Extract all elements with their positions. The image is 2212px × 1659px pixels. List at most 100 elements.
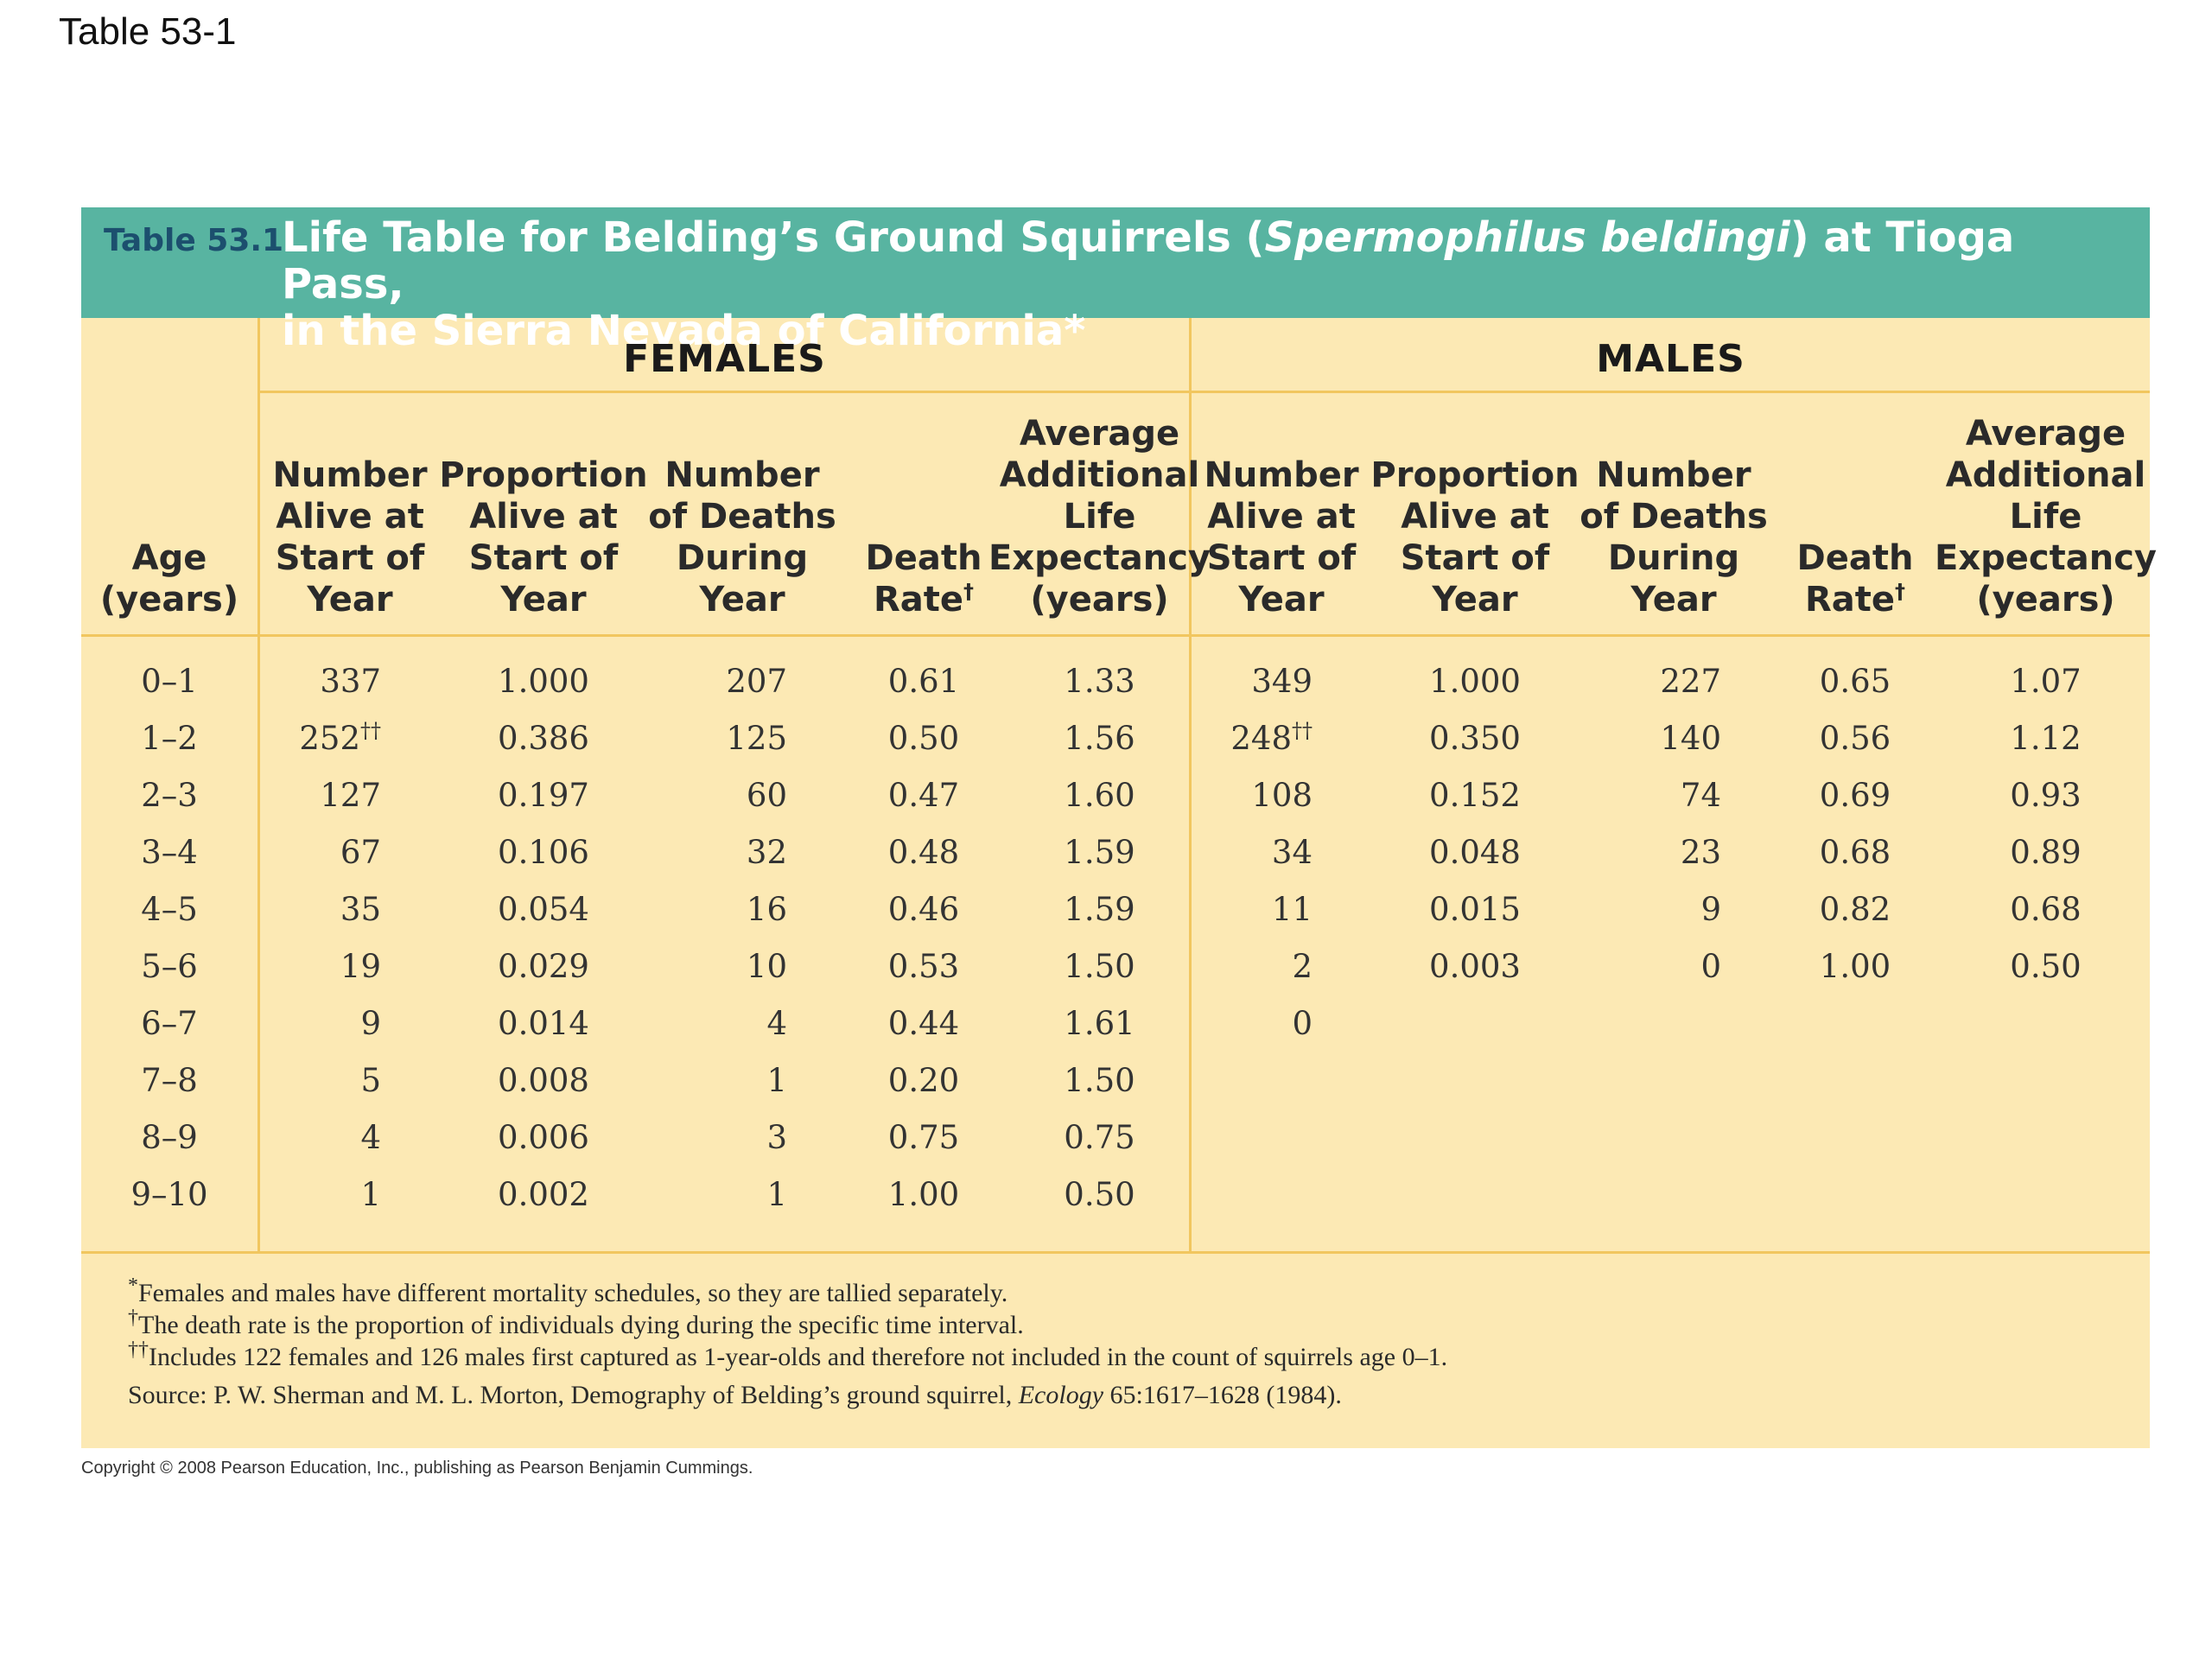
cell-male-deaths xyxy=(1579,1109,1721,1166)
cell-female-proportion: 0.386 xyxy=(498,720,589,757)
cell-female-proportion: 0.029 xyxy=(498,948,589,985)
cell-female-death-rate: 1.00 xyxy=(887,1176,960,1213)
cell-female-proportion: 0.197 xyxy=(498,777,589,814)
cell-female-expectancy: 1.61 xyxy=(1064,1005,1135,1042)
cell-male-deaths: 9 xyxy=(1700,891,1721,928)
cell-female-expectancy: 1.33 xyxy=(1064,663,1135,700)
cell-male-death-rate: 0.69 xyxy=(1819,777,1891,814)
cell-male-proportion xyxy=(1371,995,1579,1052)
footnote-3: ††Includes 122 females and 126 males fir… xyxy=(128,1338,1448,1371)
header-male-proportion: Proportion Alive at Start of Year xyxy=(1370,455,1580,620)
cell-female-alive: 9 xyxy=(360,1005,381,1042)
cell-male-expectancy xyxy=(1942,995,2150,1052)
cell-female-death-rate: 0.50 xyxy=(887,720,960,757)
header-male-expectancy: Average Additional Life Expectancy (years) xyxy=(1935,414,2157,620)
cell-female-alive: 67 xyxy=(340,834,381,871)
cell-male-proportion xyxy=(1371,1052,1579,1109)
cell-female-expectancy: 1.50 xyxy=(1064,1062,1135,1099)
body-bottom-rule xyxy=(81,1251,2150,1254)
cell-female-proportion: 0.006 xyxy=(498,1119,589,1156)
table-title-species: Spermophilus beldingi xyxy=(1264,213,1790,262)
cell-male-deaths xyxy=(1579,1166,1721,1224)
cell-male-deaths: 23 xyxy=(1680,834,1721,871)
cell-male-alive xyxy=(1192,1109,1313,1166)
copyright-notice: Copyright © 2008 Pearson Education, Inc.… xyxy=(81,1459,753,1478)
cell-female-deaths: 10 xyxy=(746,948,787,985)
cell-female-expectancy: 0.50 xyxy=(1064,1176,1135,1213)
cell-female-deaths: 32 xyxy=(746,834,787,871)
cell-male-proportion: 0.003 xyxy=(1429,948,1521,985)
cell-age: 7–8 xyxy=(141,1062,198,1099)
cell-male-death-rate: 0.68 xyxy=(1819,834,1891,871)
cell-female-death-rate: 0.47 xyxy=(887,777,960,814)
cell-female-proportion: 0.008 xyxy=(498,1062,589,1099)
cell-male-expectancy: 0.89 xyxy=(2010,834,2082,871)
cell-female-alive: 5 xyxy=(360,1062,381,1099)
cell-female-death-rate: 0.53 xyxy=(887,948,960,985)
cell-male-death-rate xyxy=(1769,995,1942,1052)
cell-age: 1–2 xyxy=(141,720,198,757)
table-title-line2: in the Sierra Nevada of California* xyxy=(282,307,1086,355)
females-group-label: FEMALES xyxy=(623,337,826,381)
footnote-2: †The death rate is the proportion of ind… xyxy=(128,1306,1024,1339)
cell-male-proportion: 0.350 xyxy=(1429,720,1521,757)
cell-female-death-rate: 0.20 xyxy=(887,1062,960,1099)
table-number: Table 53.1 xyxy=(104,223,284,258)
cell-male-alive xyxy=(1192,1166,1313,1224)
cell-age: 2–3 xyxy=(141,777,198,814)
cell-age: 4–5 xyxy=(141,891,198,928)
cell-female-alive: 4 xyxy=(360,1119,381,1156)
cell-female-expectancy: 1.56 xyxy=(1064,720,1135,757)
cell-male-death-rate xyxy=(1769,1109,1942,1166)
slide-title: Table 53-1 xyxy=(59,10,237,53)
cell-age: 6–7 xyxy=(141,1005,198,1042)
cell-male-alive: 0 xyxy=(1292,1005,1313,1042)
cell-age: 5–6 xyxy=(141,948,198,985)
header-age: Age (years) xyxy=(99,538,239,620)
table-title: Life Table for Belding’s Ground Squirrel… xyxy=(282,214,2096,354)
cell-male-deaths: 74 xyxy=(1680,777,1721,814)
cell-female-alive: 19 xyxy=(340,948,381,985)
cell-female-deaths: 4 xyxy=(766,1005,787,1042)
cell-male-deaths: 227 xyxy=(1660,663,1721,700)
cell-male-death-rate: 1.00 xyxy=(1819,948,1891,985)
header-female-proportion: Proportion Alive at Start of Year xyxy=(439,455,648,620)
cell-male-expectancy: 0.68 xyxy=(2010,891,2082,928)
cell-male-alive: 108 xyxy=(1251,777,1313,814)
life-table: Table 53.1 Life Table for Belding’s Grou… xyxy=(81,207,2157,1448)
cell-male-death-rate: 0.82 xyxy=(1819,891,1891,928)
header-male-alive: Number Alive at Start of Year xyxy=(1204,455,1359,620)
cell-male-expectancy xyxy=(1942,1109,2150,1166)
header-bottom-rule xyxy=(81,634,2150,637)
cell-male-death-rate: 0.56 xyxy=(1819,720,1891,757)
table-title-part2: ) at Tioga Pass, xyxy=(282,213,2015,308)
cell-female-deaths: 207 xyxy=(726,663,787,700)
header-male-deaths: Number of Deaths During Year xyxy=(1580,455,1768,620)
cell-male-death-rate xyxy=(1769,1166,1942,1224)
cell-female-proportion: 0.002 xyxy=(498,1176,589,1213)
header-male-death-rate: Death Rate† xyxy=(1796,538,1914,620)
header-female-expectancy: Average Additional Life Expectancy (years) xyxy=(988,414,1211,620)
cell-female-death-rate: 0.75 xyxy=(887,1119,960,1156)
cell-female-death-rate: 0.48 xyxy=(887,834,960,871)
cell-age: 8–9 xyxy=(141,1119,198,1156)
cell-male-death-rate xyxy=(1769,1052,1942,1109)
cell-female-proportion: 0.106 xyxy=(498,834,589,871)
cell-female-proportion: 0.014 xyxy=(498,1005,589,1042)
cell-female-deaths: 3 xyxy=(766,1119,787,1156)
cell-female-alive: 1 xyxy=(360,1176,381,1213)
cell-male-expectancy xyxy=(1942,1166,2150,1224)
footnote-1: *Females and males have different mortal… xyxy=(128,1274,1008,1307)
cell-age: 9–10 xyxy=(130,1176,208,1213)
cell-male-proportion: 0.015 xyxy=(1429,891,1521,928)
cell-male-alive: 2 xyxy=(1292,948,1313,985)
cell-male-proportion: 0.152 xyxy=(1429,777,1521,814)
age-column-divider xyxy=(257,318,260,1253)
cell-male-deaths xyxy=(1579,995,1721,1052)
cell-male-proportion: 0.048 xyxy=(1429,834,1521,871)
cell-female-deaths: 60 xyxy=(746,777,787,814)
cell-male-proportion xyxy=(1371,1109,1579,1166)
cell-age: 3–4 xyxy=(141,834,198,871)
cell-female-deaths: 16 xyxy=(746,891,787,928)
cell-male-expectancy: 0.50 xyxy=(2010,948,2082,985)
